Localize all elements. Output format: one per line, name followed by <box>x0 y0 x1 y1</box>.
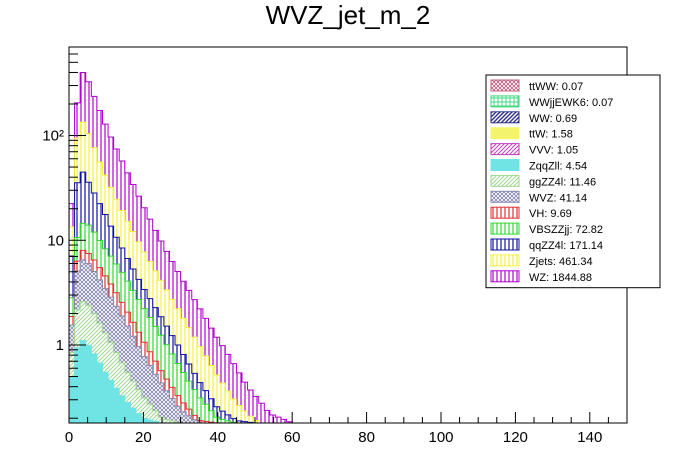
legend-entry: VH: 9.69 <box>490 206 572 220</box>
legend-entry: qqZZ4l: 171.14 <box>490 238 603 252</box>
legend-entry: ttW: 1.58 <box>490 127 573 141</box>
chart-title: WVZ_jet_m_2 <box>266 0 431 30</box>
legend-swatch <box>490 143 520 156</box>
legend-entry: ZqqZll: 4.54 <box>490 159 587 173</box>
legend-entry: WVZ: 41.14 <box>490 190 587 204</box>
legend-label: WWjjEWK6: 0.07 <box>529 97 613 109</box>
legend-entry: ggZZ4l: 11.46 <box>490 174 596 188</box>
legend-swatch <box>490 238 520 251</box>
x-tick-label: 140 <box>577 429 602 446</box>
legend-entry: WW: 0.69 <box>490 111 577 125</box>
legend-swatch <box>490 190 520 203</box>
legend: ttWW: 0.07 WWjjEWK6: 0.07 WW: 0.69 ttW: 1.5… <box>485 74 661 289</box>
legend-swatch <box>490 222 520 235</box>
x-axis: 0 20 40 60 80 100 120 140 <box>65 412 628 446</box>
legend-entry: WZ: 1844.88 <box>490 270 592 284</box>
legend-label: ttWW: 0.07 <box>529 81 583 93</box>
legend-swatch <box>490 95 520 108</box>
legend-entry: ttWW: 0.07 <box>490 79 583 93</box>
legend-label: WZ: 1844.88 <box>529 272 592 284</box>
x-tick-label: 100 <box>428 429 453 446</box>
y-tick-label: 1 <box>56 337 64 354</box>
x-tick-label: 20 <box>135 429 152 446</box>
y-tick-label: 10² <box>42 128 64 145</box>
x-tick-label: 40 <box>209 429 226 446</box>
legend-label: qqZZ4l: 171.14 <box>529 240 603 252</box>
legend-swatch <box>490 254 520 267</box>
legend-label: VH: 9.69 <box>529 208 572 220</box>
y-axis: 1 10 10² <box>42 46 86 419</box>
legend-swatch <box>490 270 520 283</box>
legend-label: WW: 0.69 <box>529 113 577 125</box>
x-tick-label: 60 <box>284 429 301 446</box>
legend-swatch <box>490 111 520 124</box>
legend-label: ttW: 1.58 <box>529 129 573 141</box>
legend-label: ggZZ4l: 11.46 <box>529 176 596 188</box>
y-tick-label: 10 <box>47 232 64 249</box>
legend-label: Zjets: 461.34 <box>529 256 593 268</box>
legend-label: VVV: 1.05 <box>529 145 578 157</box>
x-tick-label: 0 <box>65 429 73 446</box>
legend-entry: Zjets: 461.34 <box>490 254 593 268</box>
legend-label: ZqqZll: 4.54 <box>529 161 587 173</box>
legend-label: VBSZZjj: 72.82 <box>529 224 603 236</box>
legend-entry: WWjjEWK6: 0.07 <box>490 95 613 109</box>
histogram-stack <box>68 72 293 424</box>
legend-entry: VVV: 1.05 <box>490 143 578 157</box>
x-tick-label: 80 <box>358 429 375 446</box>
legend-swatch <box>490 206 520 219</box>
legend-swatch <box>490 159 520 171</box>
legend-swatch <box>490 174 520 187</box>
legend-label: WVZ: 41.14 <box>529 192 587 204</box>
legend-swatch <box>490 127 520 140</box>
legend-swatch <box>490 79 520 92</box>
legend-entry: VBSZZjj: 72.82 <box>490 222 603 236</box>
x-tick-label: 120 <box>503 429 528 446</box>
